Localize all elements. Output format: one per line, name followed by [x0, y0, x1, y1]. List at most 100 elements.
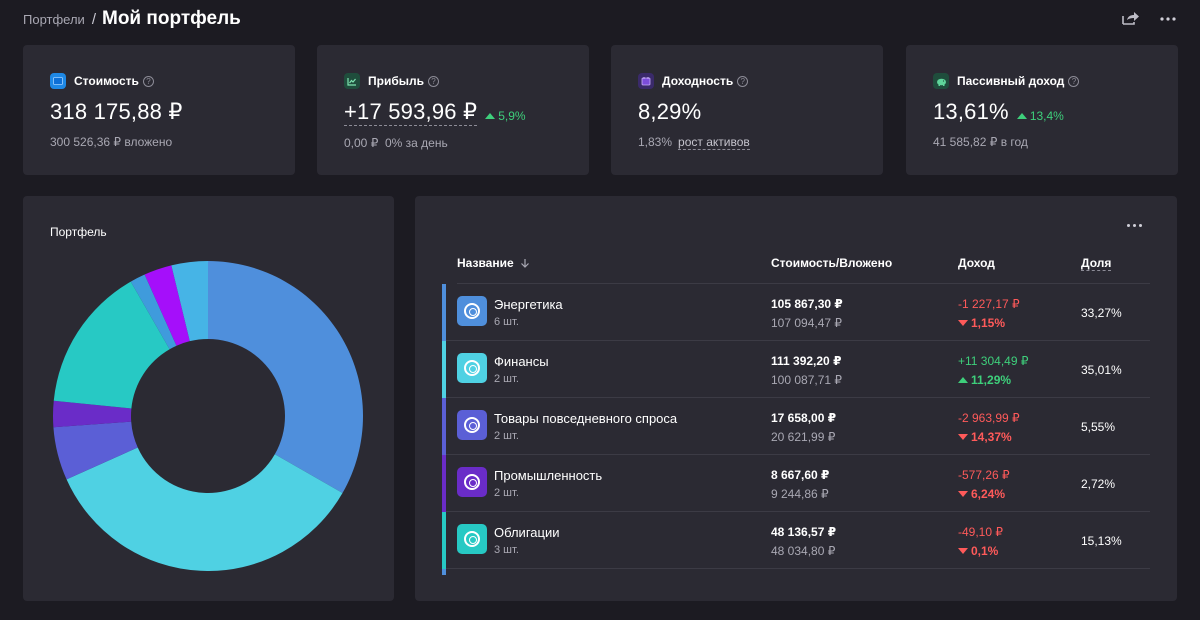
sector-icon [457, 296, 487, 326]
row-income-percent-value: 0,1% [971, 544, 999, 558]
donut-slice-8[interactable] [171, 261, 208, 342]
row-share: 33,27% [1081, 306, 1122, 320]
donut-slice-3[interactable] [53, 421, 138, 480]
stat-card-profit: Прибыль ? +17 593,96 ₽ 5,9% 0,00 ₽ 0% за… [317, 45, 589, 175]
table-header: Название Стоимость/Вложено Доход Доля [457, 256, 1150, 284]
column-income-header[interactable]: Доход [958, 256, 995, 270]
stat-delta: 13,4% [1016, 109, 1064, 123]
column-share-header[interactable]: Доля [1081, 256, 1112, 271]
arrow-up-icon [958, 377, 968, 383]
stat-value: 8,29% [638, 99, 702, 124]
help-icon[interactable]: ? [428, 75, 439, 87]
column-name-header[interactable]: Название [457, 256, 530, 270]
stat-label: Прибыль [368, 74, 424, 88]
table-row[interactable]: Облигации 3 шт. 48 136,57 ₽ 48 034,80 ₽ -49,… [442, 512, 1150, 569]
row-invested: 100 087,71 ₽ [771, 373, 843, 387]
arrow-down-icon [958, 548, 968, 554]
donut-slice-1[interactable] [208, 261, 363, 494]
row-color-bar [442, 284, 446, 341]
more-icon[interactable] [1158, 9, 1178, 29]
stat-card-passive-income: Пассивный доход ? 13,61% 13,4% 41 585,82… [906, 45, 1178, 175]
row-value: 105 867,30 ₽ [771, 297, 843, 311]
stat-value: 318 175,88 ₽ [50, 99, 183, 124]
row-income: -2 963,99 ₽ [958, 411, 1020, 425]
row-quantity: 2 шт. [494, 430, 519, 442]
stat-sub-value: 0,00 ₽ 0% за день [344, 136, 448, 150]
table-row[interactable]: Финансы 2 шт. 111 392,20 ₽ 100 087,71 ₽ +11 … [442, 341, 1150, 398]
arrow-down-icon [958, 491, 968, 497]
stat-card-yield: Доходность ? 8,29% 1,83% рост активов [611, 45, 883, 175]
row-quantity: 2 шт. [494, 373, 519, 385]
stat-label: Пассивный доход [957, 74, 1065, 88]
help-icon[interactable]: ? [737, 75, 749, 87]
stat-value: 13,61% [933, 99, 1009, 124]
row-value: 8 667,60 ₽ [771, 468, 830, 482]
arrow-down-icon [958, 320, 968, 326]
sector-icon [457, 524, 487, 554]
row-share: 15,13% [1081, 534, 1122, 548]
row-color-bar [442, 341, 446, 398]
row-quantity: 3 шт. [494, 544, 519, 556]
row-name: Энергетика [494, 297, 563, 312]
row-color-bar [442, 512, 446, 569]
square-icon [50, 73, 66, 89]
donut-slice-7[interactable] [144, 265, 190, 346]
row-invested: 48 034,80 ₽ [771, 544, 836, 558]
row-income-percent: 0,1% [958, 544, 998, 558]
row-quantity: 6 шт. [494, 316, 519, 328]
row-income-percent-value: 1,15% [971, 316, 1006, 330]
stat-delta-value: 5,9% [498, 109, 526, 123]
scroll-marker [442, 569, 446, 575]
piggy-bank-icon [933, 73, 949, 89]
row-income-percent: 6,24% [958, 487, 1005, 501]
row-value: 17 658,00 ₽ [771, 411, 837, 425]
table-row[interactable]: Энергетика 6 шт. 105 867,30 ₽ 107 094,47 ₽ -… [442, 284, 1150, 341]
row-value: 48 136,57 ₽ [771, 525, 837, 539]
portfolio-chart-card: Портфель [23, 196, 394, 601]
row-income-percent: 11,29% [958, 373, 1011, 387]
breadcrumb-parent-link[interactable]: Портфели [23, 12, 85, 27]
table-body: Энергетика 6 шт. 105 867,30 ₽ 107 094,47 ₽ -… [442, 284, 1150, 569]
row-share: 35,01% [1081, 363, 1122, 377]
row-quantity: 2 шт. [494, 487, 519, 499]
row-invested: 107 094,47 ₽ [771, 316, 843, 330]
portfolio-donut-chart[interactable] [53, 261, 363, 571]
stat-label: Доходность [662, 74, 734, 88]
page-title: Мой портфель [102, 8, 241, 29]
help-icon[interactable]: ? [1068, 75, 1080, 87]
arrow-up-icon [1016, 113, 1027, 119]
row-name: Товары повседневного спроса [494, 411, 678, 426]
help-icon[interactable]: ? [142, 75, 154, 87]
row-name: Финансы [494, 354, 549, 369]
table-row[interactable]: Товары повседневного спроса 2 шт. 17 658,0… [442, 398, 1150, 455]
stat-delta: 5,9% [485, 109, 526, 123]
asset-growth-link[interactable]: рост активов [678, 135, 750, 150]
calendar-icon [638, 73, 654, 89]
donut-slice-5[interactable] [53, 281, 170, 409]
share-icon[interactable] [1120, 9, 1140, 29]
donut-slice-4[interactable] [53, 400, 132, 428]
row-income: -1 227,17 ₽ [958, 297, 1020, 311]
chart-line-icon [344, 73, 360, 89]
table-row[interactable]: Промышленность 2 шт. 8 667,60 ₽ 9 244,86 ₽ -… [442, 455, 1150, 512]
arrow-down-icon [958, 434, 968, 440]
donut-slice-6[interactable] [130, 274, 177, 350]
stat-card-value: Стоимость ? 318 175,88 ₽ 300 526,36 ₽ вл… [23, 45, 295, 175]
arrow-up-icon [485, 113, 496, 119]
stat-value[interactable]: +17 593,96 ₽ [344, 99, 478, 126]
row-income-percent: 1,15% [958, 316, 1005, 330]
row-color-bar [442, 398, 446, 455]
sector-icon [457, 467, 487, 497]
row-income: -577,26 ₽ [958, 468, 1010, 482]
row-invested: 20 621,99 ₽ [771, 430, 836, 444]
donut-slice-2[interactable] [66, 447, 343, 571]
row-income-percent-value: 11,29% [971, 373, 1012, 387]
table-more-icon[interactable] [1125, 220, 1143, 230]
stat-sub-value: 41 585,82 ₽ в год [933, 135, 1028, 149]
row-value: 111 392,20 ₽ [771, 354, 842, 368]
stat-delta-value: 13,4% [1029, 109, 1064, 123]
column-name-label: Название [457, 256, 514, 270]
column-value-header[interactable]: Стоимость/Вложено [771, 256, 893, 270]
row-income-percent-value: 14,37% [971, 430, 1012, 444]
stat-label: Стоимость [74, 74, 139, 88]
